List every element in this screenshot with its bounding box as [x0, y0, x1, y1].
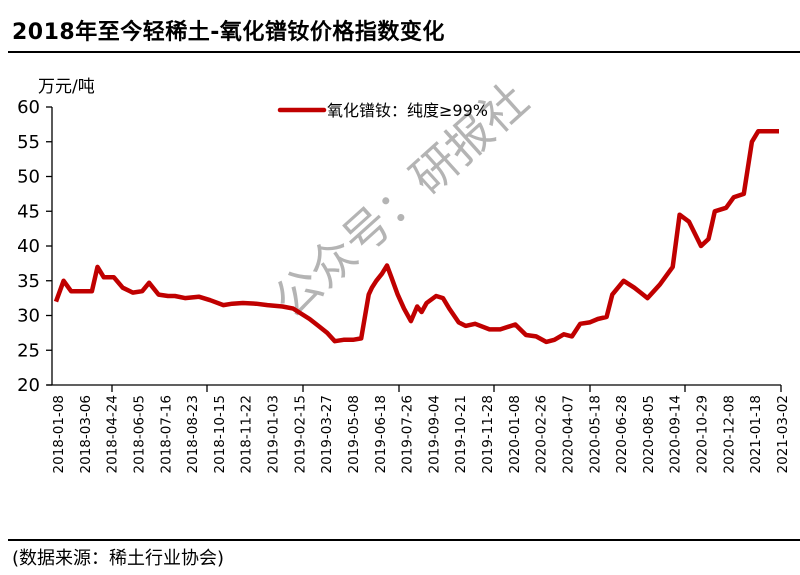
x-tick-label: 2020-02-26	[534, 395, 550, 473]
y-tick-label: 25	[17, 340, 40, 361]
y-tick-label: 30	[17, 306, 40, 327]
source-divider	[8, 539, 800, 541]
y-tick-label: 50	[17, 167, 40, 188]
x-tick-label: 2018-07-16	[158, 395, 174, 473]
chart-axes: 20 25 30 35 40 45 50 55 60	[17, 97, 782, 396]
x-tick-label: 2019-03-27	[319, 395, 335, 473]
x-tick-label: 2020-04-07	[560, 395, 576, 473]
x-tick-label: 2018-06-05	[131, 395, 147, 473]
x-tick-label: 2019-05-08	[346, 395, 362, 473]
y-tick-label: 20	[17, 375, 40, 396]
x-tick-label: 2018-01-08	[51, 395, 67, 473]
title-divider	[8, 51, 800, 53]
x-tick-label: 2018-04-24	[105, 395, 121, 473]
x-tick-label: 2019-09-04	[426, 395, 442, 473]
legend-label: 氧化镨钕：纯度≥99%	[327, 101, 488, 120]
x-tick-label: 2018-10-15	[212, 395, 228, 473]
x-tick-label: 2020-01-08	[507, 395, 523, 473]
x-tick-label: 2019-01-03	[266, 395, 282, 473]
x-tick-label: 2020-05-18	[587, 395, 603, 473]
x-tick-label: 2018-08-23	[185, 395, 201, 473]
x-tick-label: 2020-09-14	[668, 395, 684, 473]
x-tick-label: 2020-10-29	[695, 395, 711, 473]
y-tick-label: 45	[17, 201, 40, 222]
page-title: 2018年至今轻稀土-氧化镨钕价格指数变化	[12, 20, 445, 45]
x-tick-label: 2021-03-02	[775, 395, 791, 473]
series-line-praseodymium-neodymium-oxide	[53, 129, 779, 345]
x-tick-label: 2021-01-18	[748, 395, 764, 473]
x-tick-label: 2020-08-05	[641, 395, 657, 473]
x-tick-label: 2020-12-08	[721, 395, 737, 473]
x-tick-label: 2018-11-22	[239, 395, 255, 473]
x-tick-label: 2019-11-28	[480, 395, 496, 473]
y-tick-label: 55	[17, 132, 40, 153]
x-axis-tick-labels: 2018-01-08 2018-03-06 2018-04-24 2018-06-05…	[51, 395, 791, 473]
x-tick-label: 2019-07-26	[400, 395, 416, 473]
data-source-note: (数据来源：稀土行业协会)	[12, 548, 225, 569]
legend: 氧化镨钕：纯度≥99%	[277, 101, 488, 120]
x-tick-label: 2019-02-15	[292, 395, 308, 473]
y-tick-label: 35	[17, 271, 40, 292]
x-tick-label: 2019-06-18	[373, 395, 389, 473]
x-tick-label: 2018-03-06	[78, 395, 94, 473]
x-tick-label: 2020-06-28	[614, 395, 630, 473]
y-axis-unit-label: 万元/吨	[38, 77, 95, 97]
y-tick-label: 60	[17, 97, 40, 118]
x-tick-label: 2019-10-21	[453, 395, 469, 473]
y-tick-label: 40	[17, 236, 40, 257]
